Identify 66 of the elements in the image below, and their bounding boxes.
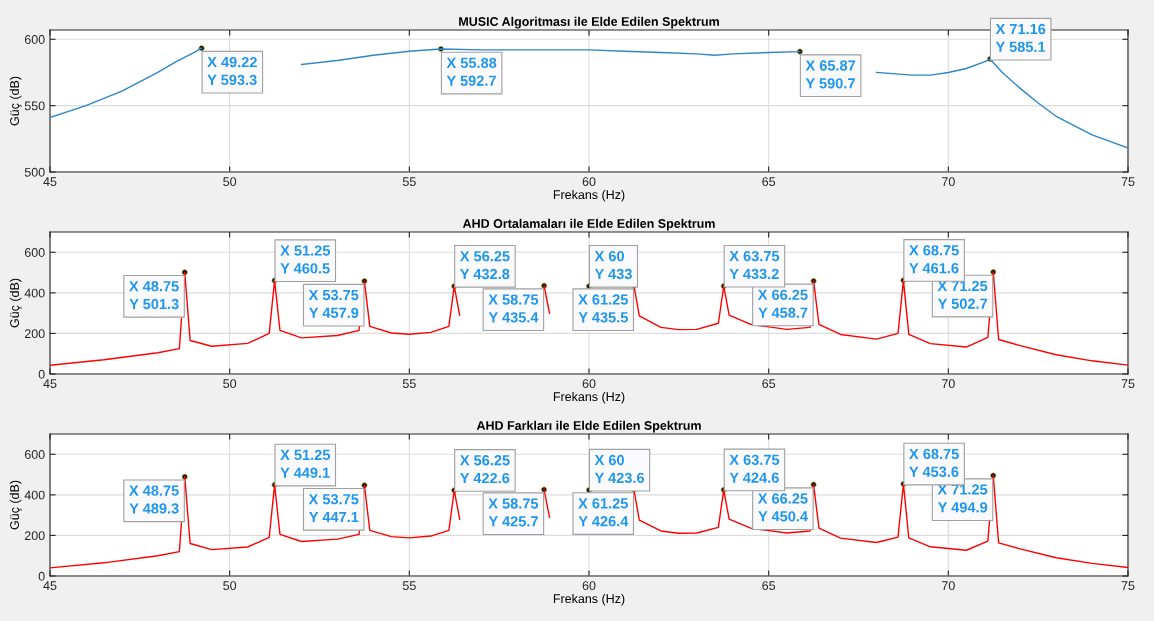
annotation: X 71.25 Y 502.7 [937, 280, 988, 309]
annotation: X 60 Y 433 [594, 250, 632, 280]
annotation: X 68.75 Y 453.6 [909, 448, 959, 477]
annotation: X 58.75 Y 425.7 [488, 498, 539, 527]
x-tick-label: 45 [43, 177, 57, 187]
annotation: X 53.75 Y 457.9 [308, 289, 359, 318]
y-tick-label: 0 [38, 369, 45, 379]
annotation: X 66.25 Y 458.7 [757, 289, 808, 318]
x-tick-label: 60 [582, 581, 596, 591]
annotation: X 56.25 Y 422.6 [459, 455, 510, 484]
chart-title: AHD Ortalamaları ile Elde Edilen Spektrum [462, 218, 715, 231]
x-tick-label: 50 [223, 581, 237, 591]
x-tick-label: 70 [942, 581, 955, 591]
x-tick-label: 60 [582, 379, 596, 389]
x-axis-title: Frekans (Hz) [553, 391, 625, 404]
x-tick-label: 75 [1121, 379, 1135, 389]
annotation: X 71.16 Y 585.1 [995, 23, 1046, 53]
y-tick-label: 550 [24, 101, 45, 111]
y-axis-title: Güç (dB) [9, 76, 22, 126]
x-tick-label: 65 [762, 379, 776, 389]
chart-title: MUSIC Algoritması ile Elde Edilen Spektrum [459, 16, 719, 29]
annotation: X 49.22 Y 593.3 [207, 56, 257, 86]
annotation: X 61.25 Y 426.4 [578, 498, 629, 527]
x-tick-label: 75 [1121, 581, 1135, 591]
y-tick-label: 200 [24, 329, 45, 339]
annotation: X 48.75 Y 489.3 [129, 485, 179, 514]
y-axis-title: Güç (dB) [9, 480, 22, 530]
x-tick-label: 50 [223, 177, 237, 187]
x-tick-label: 55 [402, 581, 416, 591]
annotation: X 61.25 Y 435.5 [578, 294, 628, 323]
annotation: X 56.25 Y 432.8 [459, 251, 510, 280]
y-tick-label: 600 [24, 450, 45, 459]
x-tick-label: 55 [402, 379, 416, 389]
annotation: X 63.75 Y 433.2 [729, 250, 780, 280]
x-tick-label: 75 [1121, 177, 1135, 187]
x-axis-title: Frekans (Hz) [553, 189, 625, 202]
x-tick-label: 50 [223, 379, 237, 389]
y-tick-label: 600 [24, 248, 45, 257]
x-tick-label: 70 [942, 379, 955, 389]
y-axis-title: Güç (dB) [9, 278, 22, 328]
x-tick-label: 70 [942, 177, 955, 187]
y-tick-label: 600 [24, 35, 45, 44]
x-tick-label: 60 [582, 177, 596, 187]
y-tick-label: 400 [24, 288, 45, 298]
annotation: X 60 Y 423.6 [594, 454, 645, 484]
annotation: X 66.25 Y 450.4 [757, 493, 808, 522]
annotation: X 68.75 Y 461.6 [909, 245, 959, 274]
x-tick-label: 55 [402, 177, 416, 187]
annotation: X 51.25 Y 449.1 [280, 449, 331, 478]
y-tick-label: 400 [24, 490, 45, 500]
annotation: X 63.75 Y 424.6 [729, 454, 780, 483]
annotation: X 51.25 Y 460.5 [280, 245, 331, 274]
annotation: X 48.75 Y 501.3 [129, 281, 179, 310]
y-tick-label: 200 [24, 531, 45, 541]
chart-title: AHD Farkları ile Elde Edilen Spektrum [476, 420, 701, 433]
x-tick-label: 65 [762, 177, 776, 187]
y-tick-label: 0 [38, 571, 45, 581]
x-axis-title: Frekans (Hz) [553, 593, 625, 606]
x-tick-label: 45 [43, 581, 57, 591]
annotation: X 58.75 Y 435.4 [488, 294, 539, 323]
annotation: X 65.87 Y 590.7 [805, 60, 856, 89]
x-tick-label: 65 [762, 581, 776, 591]
annotation: X 53.75 Y 447.1 [308, 494, 359, 523]
y-tick-label: 500 [24, 167, 45, 177]
annotation: X 55.88 Y 592.7 [446, 57, 497, 86]
x-tick-label: 45 [43, 379, 57, 389]
